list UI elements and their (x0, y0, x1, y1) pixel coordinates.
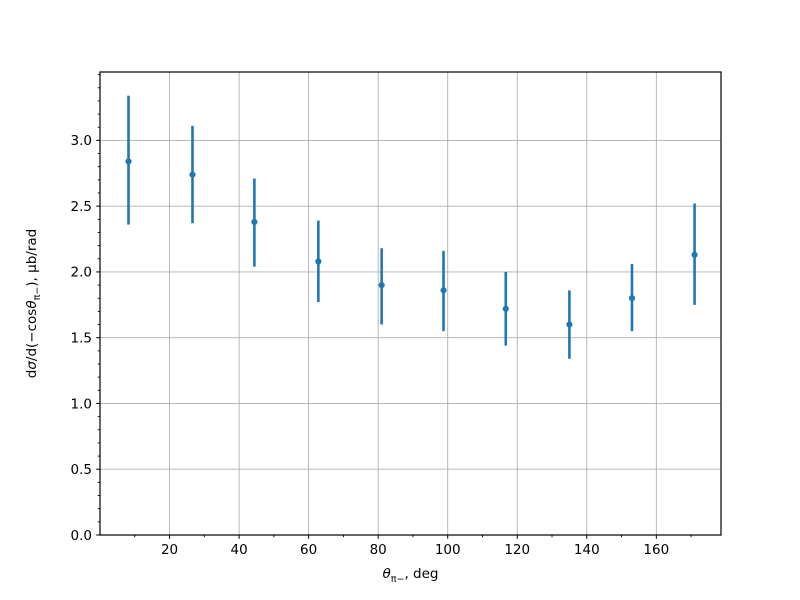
y-axis-ticks (96, 74, 100, 536)
y-tick-label: 2.5 (71, 199, 92, 215)
data-point-group (440, 250, 447, 332)
y-tick-label: 1.5 (71, 330, 92, 346)
data-marker (691, 251, 698, 258)
data-marker (502, 305, 509, 312)
x-axis-title: θπ−, deg (383, 566, 439, 585)
axes-background (100, 72, 721, 535)
y-tick-label: 2.0 (71, 265, 92, 281)
y-axis-title-theta: θ (24, 300, 40, 308)
data-point-group (315, 220, 322, 303)
data-marker (378, 281, 385, 289)
y-axis-title-subscript: π− (32, 287, 43, 301)
x-tick-label: 80 (370, 542, 387, 558)
x-axis-tick-labels: 20 40 60 80 100 120 140 160 (161, 542, 669, 558)
axes-spines (99, 71, 722, 536)
data-point-group (378, 248, 385, 325)
y-axis-title-slashd: /d(−cos (24, 309, 40, 361)
x-gridlines (169, 72, 657, 535)
y-axis-tick-labels: 0.0 0.5 1.0 1.5 2.0 2.5 3.0 (71, 133, 92, 544)
y-axis-title-tail: ), μb/rad (24, 229, 40, 287)
x-tick-label: 160 (643, 542, 669, 558)
x-tick-label: 20 (161, 542, 178, 558)
data-point-group (691, 203, 698, 305)
x-tick-label: 140 (574, 542, 600, 558)
x-tick-label: 100 (435, 542, 461, 558)
y-gridlines (100, 139, 721, 470)
x-tick-label: 60 (300, 542, 317, 558)
y-axis-title-sigma: σ (24, 361, 40, 370)
data-point-group (125, 95, 132, 225)
data-point-group (566, 290, 573, 359)
data-point-group (251, 178, 258, 267)
data-marker (125, 158, 132, 165)
y-axis-title-d: d (24, 370, 40, 379)
data-marker (566, 321, 573, 328)
data-marker (440, 287, 447, 294)
x-axis-ticks (134, 535, 692, 539)
x-tick-label: 120 (504, 542, 530, 558)
data-marker (628, 295, 636, 302)
y-tick-label: 0.5 (71, 462, 92, 478)
data-series-errorbars (125, 95, 698, 359)
y-axis-title: dσ/d(−cosθπ−), μb/rad (24, 229, 43, 378)
x-axis-title-subscript: π− (391, 574, 405, 585)
x-tick-label: 40 (230, 542, 247, 558)
x-axis-title-theta: θ (383, 566, 391, 582)
data-marker (251, 218, 258, 226)
y-tick-label: 1.0 (71, 396, 92, 412)
y-tick-label: 0.0 (71, 528, 92, 544)
x-axis-title-tail: , deg (404, 566, 438, 582)
svg-text:dσ/d(−cosθπ−), μb/rad: dσ/d(−cosθπ−), μb/rad (24, 229, 43, 378)
svg-text:θπ−, deg: θπ−, deg (383, 566, 439, 585)
data-point-group (189, 125, 196, 224)
data-marker (315, 258, 322, 265)
data-point-group (502, 271, 509, 346)
data-marker (189, 171, 196, 178)
data-point-group (628, 264, 636, 332)
y-tick-label: 3.0 (71, 133, 92, 149)
